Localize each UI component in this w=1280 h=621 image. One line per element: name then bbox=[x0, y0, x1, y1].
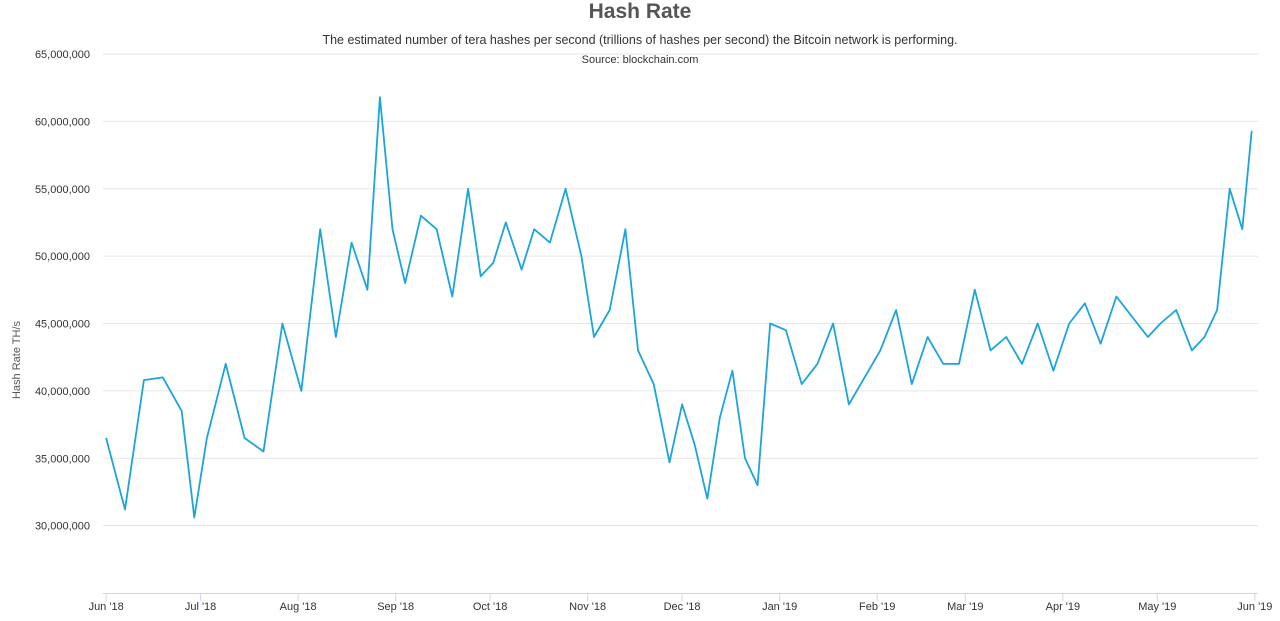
grid-lines bbox=[103, 53, 1258, 527]
y-tick-label: 50,000,000 bbox=[35, 251, 90, 263]
x-tick-label: Jun '19 bbox=[1237, 601, 1272, 613]
x-tick-label: May '19 bbox=[1138, 601, 1176, 613]
y-tick-label: 40,000,000 bbox=[35, 386, 90, 398]
x-tick-label: Apr '19 bbox=[1046, 601, 1081, 613]
y-tick-label: 60,000,000 bbox=[35, 116, 90, 128]
hash-rate-line bbox=[105, 96, 1253, 519]
y-axis: 30,000,000 35,000,000 40,000,000 45,000,000… bbox=[35, 49, 90, 533]
chart-title: Hash Rate bbox=[588, 0, 692, 23]
y-tick-label: 45,000,000 bbox=[35, 319, 90, 331]
x-tick-label: Nov '18 bbox=[569, 601, 606, 613]
x-tick-label: Aug '18 bbox=[280, 601, 317, 613]
x-tick-label: Sep '18 bbox=[377, 601, 414, 613]
x-axis: Jun '18 Jul '18 Aug '18 Sep '18 Oct '18 Nov '… bbox=[89, 593, 1272, 613]
x-tick-label: Feb '19 bbox=[859, 601, 895, 613]
y-tick-label: 55,000,000 bbox=[35, 184, 90, 196]
y-tick-label: 30,000,000 bbox=[35, 521, 90, 533]
x-tick-label: Dec '18 bbox=[664, 601, 701, 613]
x-tick-label: Jun '18 bbox=[89, 601, 124, 613]
y-tick-label: 65,000,000 bbox=[35, 49, 90, 61]
x-tick-label: Jan '19 bbox=[762, 601, 797, 613]
series-group bbox=[105, 96, 1253, 519]
y-axis-label: Hash Rate TH/s bbox=[11, 320, 23, 399]
x-tick-label: Jul '18 bbox=[185, 601, 216, 613]
chart-subtitle: The estimated number of tera hashes per … bbox=[322, 33, 958, 47]
x-tick-label: Mar '19 bbox=[947, 601, 983, 613]
x-tick-label: Oct '18 bbox=[473, 601, 508, 613]
y-tick-label: 35,000,000 bbox=[35, 453, 90, 465]
chart-source: Source: blockchain.com bbox=[581, 54, 699, 66]
